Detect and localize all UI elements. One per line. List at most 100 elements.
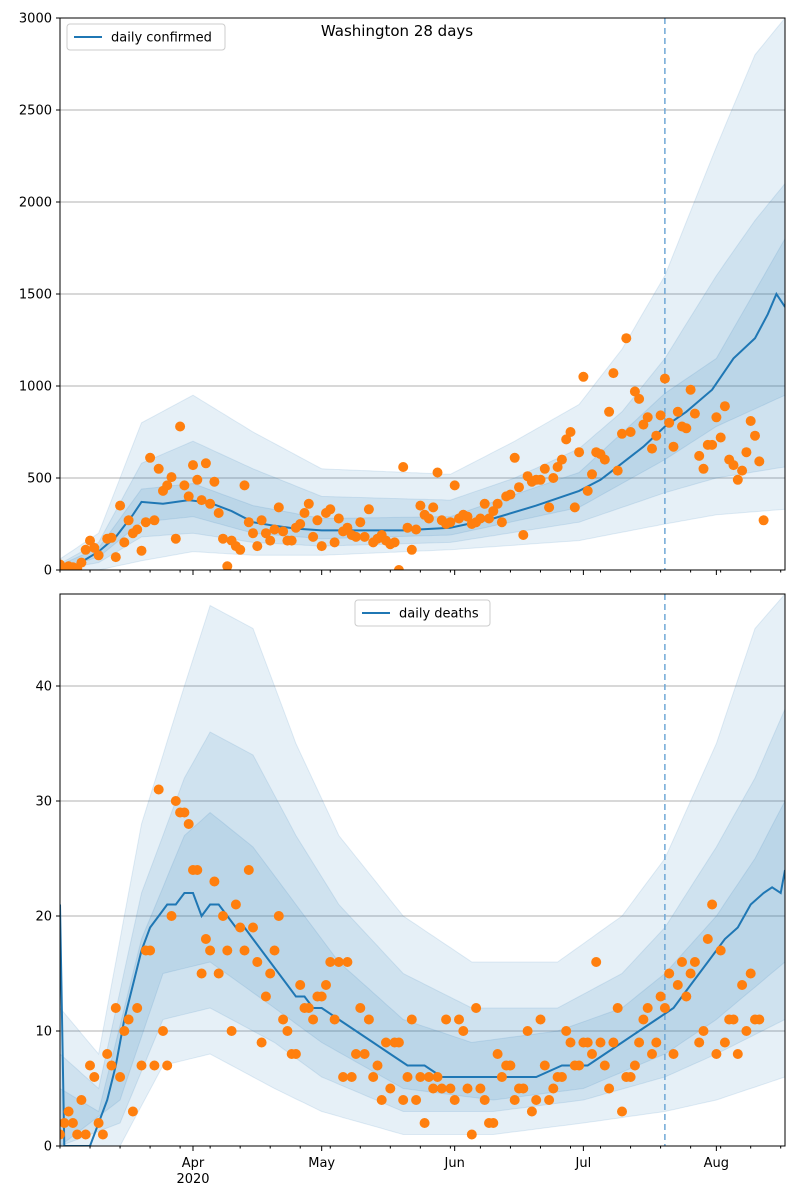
observed-point bbox=[608, 1037, 619, 1048]
observed-point bbox=[587, 1049, 597, 1059]
observed-point bbox=[85, 1060, 95, 1071]
observed-point bbox=[642, 412, 653, 423]
cases-panel: 0 500 1000 1500 2000 2500 3000 Washington 28 da… bbox=[19, 12, 786, 579]
observed-point bbox=[604, 406, 615, 417]
x-tick-label: Jun bbox=[444, 1156, 465, 1171]
observed-point bbox=[333, 513, 344, 524]
observed-point bbox=[303, 1003, 314, 1013]
observed-point bbox=[741, 1026, 752, 1036]
observed-point bbox=[531, 1095, 542, 1105]
x-year-label: 2020 bbox=[176, 1172, 209, 1187]
x-tick-label: Aug bbox=[704, 1156, 729, 1171]
observed-point bbox=[170, 796, 181, 806]
observed-point bbox=[634, 1037, 645, 1048]
x-tick-label: Jul bbox=[575, 1156, 592, 1171]
observed-point bbox=[423, 1072, 434, 1082]
observed-point bbox=[441, 1014, 452, 1025]
observed-point bbox=[737, 465, 748, 476]
observed-point bbox=[76, 557, 87, 568]
observed-point bbox=[145, 452, 156, 463]
observed-point bbox=[728, 1014, 739, 1025]
observed-point bbox=[711, 1049, 722, 1059]
observed-point bbox=[445, 517, 456, 528]
observed-point bbox=[140, 517, 151, 528]
observed-point bbox=[664, 417, 675, 428]
y-tick-label: 2500 bbox=[19, 104, 52, 119]
observed-point bbox=[629, 386, 640, 397]
observed-point bbox=[398, 462, 409, 472]
observed-point bbox=[428, 1083, 439, 1094]
observed-point bbox=[72, 1129, 83, 1140]
observed-point bbox=[625, 1072, 636, 1082]
observed-point bbox=[677, 957, 687, 967]
observed-point bbox=[496, 517, 507, 528]
median-series-line bbox=[60, 869, 785, 1146]
observed-point bbox=[218, 911, 228, 921]
observed-point bbox=[419, 1118, 430, 1128]
observed-point bbox=[312, 515, 323, 526]
observed-point bbox=[522, 1026, 533, 1036]
observed-point bbox=[458, 1026, 469, 1036]
observed-point bbox=[260, 991, 271, 1002]
deaths-panel: 0 10 20 30 40 Apr May Jun Jul Aug 2020 daily deaths bbox=[35, 593, 786, 1187]
observed-point bbox=[565, 427, 576, 437]
observed-point bbox=[612, 465, 623, 476]
legend-box bbox=[66, 23, 226, 51]
observed-point bbox=[179, 807, 190, 818]
observed-point bbox=[617, 428, 627, 439]
observed-point bbox=[97, 1129, 108, 1140]
y-tick-label: 20 bbox=[35, 910, 52, 925]
observed-point bbox=[514, 482, 524, 493]
observed-point bbox=[303, 498, 314, 509]
observed-point bbox=[698, 463, 709, 474]
observed-point bbox=[149, 1060, 160, 1071]
observed-point bbox=[256, 515, 267, 526]
observed-point bbox=[149, 515, 160, 526]
observed-point bbox=[634, 393, 645, 404]
observed-point bbox=[411, 524, 422, 535]
observed-point bbox=[548, 1083, 559, 1094]
observed-point bbox=[488, 1118, 499, 1128]
observed-point bbox=[651, 430, 662, 441]
observed-point bbox=[295, 519, 306, 529]
observed-point bbox=[316, 541, 327, 552]
observed-point bbox=[299, 508, 310, 518]
observed-point bbox=[556, 454, 567, 465]
observed-point bbox=[269, 524, 280, 535]
observed-point bbox=[625, 427, 636, 437]
legend: daily deaths bbox=[354, 599, 491, 627]
observed-point bbox=[119, 1026, 130, 1036]
observed-point bbox=[166, 472, 177, 483]
observed-point bbox=[518, 1083, 529, 1094]
observed-point bbox=[205, 498, 216, 509]
observed-point bbox=[102, 1049, 113, 1059]
observed-point bbox=[243, 865, 254, 875]
observed-point bbox=[308, 1014, 319, 1025]
observed-point bbox=[574, 1060, 585, 1071]
observed-point bbox=[475, 513, 486, 524]
observed-point bbox=[685, 968, 696, 979]
observed-point bbox=[509, 452, 520, 463]
observed-point bbox=[672, 980, 683, 990]
observed-point bbox=[707, 899, 718, 910]
observed-point bbox=[273, 502, 284, 513]
observed-point bbox=[153, 784, 164, 795]
observed-point bbox=[205, 945, 216, 956]
observed-point bbox=[192, 865, 203, 875]
observed-point bbox=[115, 1072, 126, 1082]
observed-point bbox=[595, 1037, 606, 1048]
observed-point bbox=[689, 408, 700, 419]
observed-point bbox=[93, 1118, 104, 1128]
observed-point bbox=[681, 423, 692, 434]
observed-point bbox=[222, 945, 233, 956]
observed-point bbox=[359, 1049, 370, 1059]
observed-point bbox=[333, 957, 344, 967]
observed-point bbox=[428, 502, 439, 513]
confidence-band-outer bbox=[60, 594, 785, 1146]
y-tick-label: 30 bbox=[35, 795, 52, 810]
observed-point bbox=[252, 541, 263, 552]
observed-point bbox=[574, 447, 585, 458]
y-tick-label: 0 bbox=[44, 1140, 52, 1155]
y-tick-label: 1000 bbox=[19, 380, 52, 395]
observed-point bbox=[505, 1060, 516, 1071]
